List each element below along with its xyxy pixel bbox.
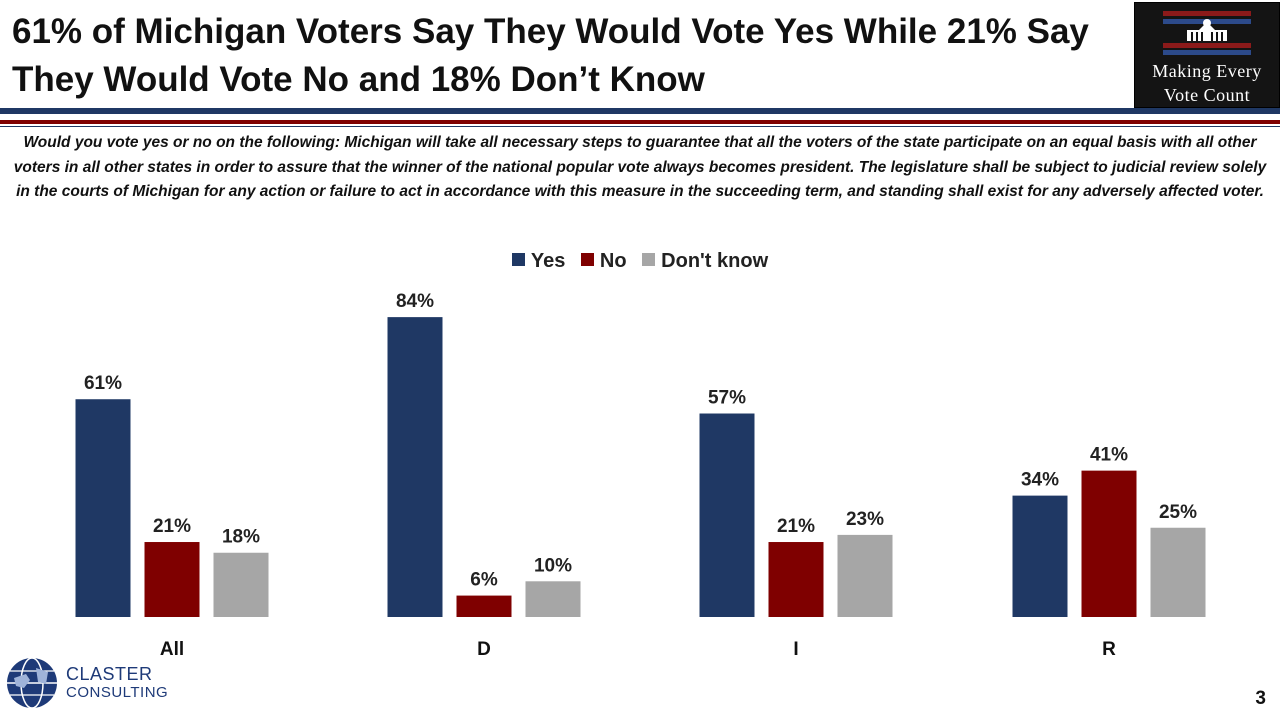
bar-no-all xyxy=(144,542,200,617)
bar-yes-d xyxy=(387,317,443,617)
claster-line-2: CONSULTING xyxy=(66,684,169,701)
legend-label-dont-know: Don't know xyxy=(661,250,769,272)
chart-legend: Yes No Don't know xyxy=(0,250,1280,273)
data-label-yes-d: 84% xyxy=(396,291,434,312)
data-label-yes-r: 34% xyxy=(1021,470,1059,491)
header-stripe-red xyxy=(0,120,1280,124)
bar-no-r xyxy=(1081,470,1137,617)
claster-consulting-logo: CLASTER CONSULTING xyxy=(6,654,186,714)
legend-swatch-yes xyxy=(511,253,525,266)
bar-don-t-know-r xyxy=(1150,527,1206,617)
category-label-r: R xyxy=(1102,639,1116,660)
header-stripe-gap xyxy=(0,114,1280,120)
legend-item-no: No xyxy=(580,250,627,273)
header-stripe-thin xyxy=(0,126,1280,127)
legend-swatch-no xyxy=(580,253,594,266)
bar-no-d xyxy=(456,595,512,617)
bar-don-t-know-i xyxy=(837,534,893,617)
bar-yes-r xyxy=(1012,495,1068,617)
logo-line-2: Vote Count xyxy=(1163,85,1251,105)
bar-yes-all xyxy=(75,399,131,617)
category-label-i: I xyxy=(793,639,798,660)
category-label-all: All xyxy=(160,639,184,660)
header-stripe-navy xyxy=(0,108,1280,114)
legend-item-dont-know: Don't know xyxy=(642,250,768,273)
bar-don-t-know-all xyxy=(213,552,269,617)
globe-icon xyxy=(7,657,57,709)
white-house-icon xyxy=(1163,11,1251,55)
bar-don-t-know-d xyxy=(525,581,581,617)
data-label-don-t-know-all: 18% xyxy=(222,527,260,548)
data-label-don-t-know-r: 25% xyxy=(1159,502,1197,523)
claster-line-1: CLASTER xyxy=(66,664,153,684)
category-label-d: D xyxy=(477,639,491,660)
bar-yes-i xyxy=(699,413,755,617)
legend-swatch-dont-know xyxy=(642,253,656,266)
data-label-yes-i: 57% xyxy=(708,388,746,409)
survey-question: Would you vote yes or no on the followin… xyxy=(13,134,1267,200)
legend-item-yes: Yes xyxy=(511,250,566,273)
data-label-yes-all: 61% xyxy=(84,373,122,394)
data-label-no-all: 21% xyxy=(153,516,191,537)
page-title: 61% of Michigan Voters Say They Would Vo… xyxy=(12,12,1089,99)
data-label-don-t-know-i: 23% xyxy=(846,509,884,530)
legend-label-yes: Yes xyxy=(530,250,566,272)
data-label-don-t-know-d: 10% xyxy=(534,555,572,576)
bar-chart: 61% 21% 18% All 84% 6% 10% D 57% 21% 23% I 34% 41% 25%… xyxy=(75,291,1206,660)
logo-line-1: Making Every xyxy=(1152,61,1262,81)
data-label-no-r: 41% xyxy=(1090,445,1128,466)
page-number: 3 xyxy=(1255,688,1266,709)
legend-label-no: No xyxy=(599,250,627,272)
data-label-no-i: 21% xyxy=(777,516,815,537)
bar-no-i xyxy=(768,542,824,617)
making-every-vote-count-logo: Making Every Vote Count xyxy=(1134,2,1280,108)
data-label-no-d: 6% xyxy=(470,570,498,591)
